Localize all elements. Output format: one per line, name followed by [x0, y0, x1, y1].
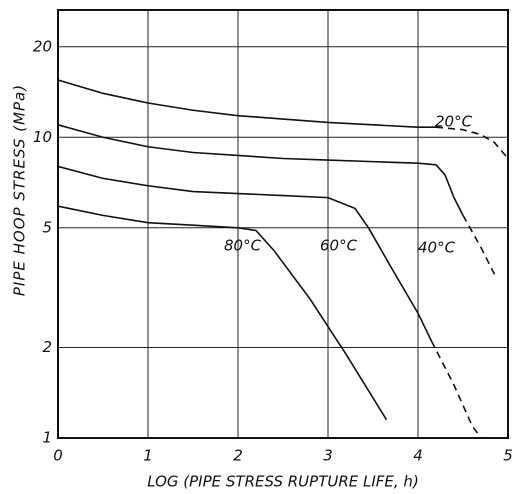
y-tick-label: 10 [33, 128, 52, 146]
x-tick-label: 4 [413, 447, 423, 465]
x-tick-label: 3 [323, 447, 333, 465]
y-tick-label: 1 [42, 429, 52, 447]
curve [57, 165, 433, 342]
curve-extrapolated [430, 340, 482, 439]
curve-extrapolated [435, 126, 509, 160]
curve-label: 20°C [435, 113, 473, 131]
x-tick-label: 5 [503, 447, 513, 465]
y-tick-label: 2 [42, 338, 52, 356]
curve-label: 80°C [224, 237, 262, 255]
y-tick-label: 5 [42, 218, 52, 236]
curve-label: 40°C [418, 239, 456, 257]
curve [57, 79, 436, 129]
curve [57, 124, 464, 216]
y-tick-label: 20 [33, 37, 52, 55]
curve-extrapolated [462, 214, 496, 275]
x-axis-label: LOG (PIPE STRESS RUPTURE LIFE, h) [147, 473, 419, 491]
x-tick-label: 0 [53, 447, 63, 465]
x-tick-label: 2 [233, 447, 243, 465]
curve [57, 205, 388, 421]
plot-frame [57, 9, 509, 439]
curve-label: 60°C [320, 237, 358, 255]
x-tick-label: 1 [143, 447, 153, 465]
y-axis-label: PIPE HOOP STRESS (MPa) [11, 84, 29, 296]
